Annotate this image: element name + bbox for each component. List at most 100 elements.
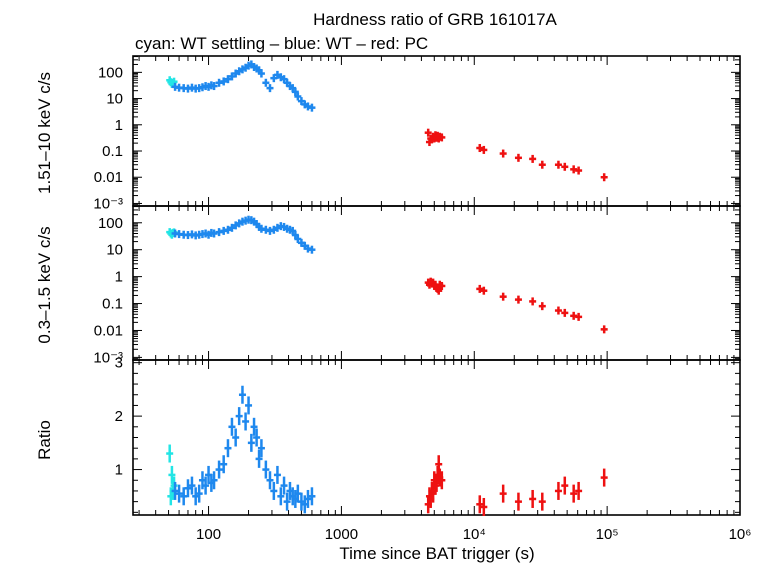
data-point-pc [561,476,569,495]
data-point-wt_settling [168,465,176,484]
data-point-pc [424,128,432,137]
y-tick-label: 100 [98,64,123,81]
data-point-pc [499,484,507,503]
y-tick-label: 0.1 [102,296,123,313]
x-axis-label: Time since BAT trigger (s) [339,544,534,563]
data-point-wt [220,77,228,86]
data-point-wt [270,225,278,234]
data-point-pc [514,295,522,304]
y-tick-label: 10⁻³ [93,349,123,366]
data-point-pc [570,484,578,503]
data-point-wt [280,476,288,495]
data-point-pc [529,297,537,306]
data-point-pc [538,492,546,511]
data-point-wt [308,245,316,254]
data-point-wt [247,433,255,452]
data-point-wt [224,75,232,84]
ylabel-soft-band: 0.3–1.5 keV c/s [35,226,54,343]
data-point-wt [215,460,223,479]
data-point-pc [438,471,446,490]
ylabel-ratio: Ratio [35,420,54,460]
y-tick-label: 1 [115,462,123,479]
data-point-wt [215,78,223,87]
data-point-wt [220,455,228,474]
data-point-pc [438,281,446,290]
data-point-pc [554,306,562,315]
data-point-wt [184,479,192,498]
data-point-wt [238,385,246,404]
x-tick-label: 10⁶ [729,526,752,543]
data-point-pc [499,149,507,158]
y-tick-label: 10⁻³ [93,195,123,212]
data-point-wt [210,82,218,91]
x-tick-label: 10⁵ [596,526,619,543]
data-point-pc [600,468,608,487]
data-point-pc [538,302,546,311]
data-point-wt [232,428,240,447]
data-point-wt [188,476,196,495]
data-point-wt [294,92,302,101]
data-point-wt [210,471,218,490]
y-tick-label: 2 [115,408,123,425]
data-point-pc [438,133,446,142]
data-point-wt [235,407,243,426]
y-tick-label: 3 [115,355,123,372]
ylabel-hard-band: 1.51–10 keV c/s [35,72,54,194]
chart-subtitle: cyan: WT settling – blue: WT – red: PC [135,34,428,53]
data-point-pc [480,286,488,295]
data-point-pc [514,153,522,162]
data-point-wt [255,449,263,468]
y-tick-label: 0.1 [102,143,123,160]
data-point-wt [228,417,236,436]
data-point-wt [171,481,179,500]
y-tick-label: 10 [106,91,123,108]
data-point-wt [273,465,281,484]
data-point-wt_settling [166,444,174,463]
data-point-wt [266,84,274,93]
data-point-wt [242,412,250,431]
data-point-pc [600,325,608,334]
data-point-wt [308,103,316,112]
chart-title: Hardness ratio of GRB 161017A [313,10,557,29]
x-tick-label: 10⁴ [463,526,486,543]
y-tick-label: 1 [115,117,123,134]
data-point-pc [554,160,562,169]
panel-hard-band: 100 10 1 0.1 0.01 10⁻³ [93,55,741,212]
data-point-pc [514,492,522,511]
data-point-pc [575,312,583,321]
y-tick-label: 0.01 [94,169,123,186]
data-point-wt [224,439,232,458]
data-point-wt [180,487,188,506]
data-point-wt [266,471,274,490]
y-tick-label: 10 [106,242,123,259]
data-point-wt [250,417,258,436]
x-tick-label: 100 [196,526,221,543]
data-point-wt [277,487,285,506]
data-point-pc [575,166,583,175]
x-tick-label: 1000 [325,526,358,543]
data-point-pc [529,489,537,508]
data-point-pc [476,144,484,153]
data-point-pc [561,162,569,171]
data-point-wt [253,428,261,447]
data-point-wt [224,225,232,234]
data-point-wt [195,484,203,503]
data-point-pc [499,292,507,301]
data-point-wt [262,460,270,479]
data-point-wt [245,396,253,415]
data-point-wt [283,492,291,511]
data-point-wt [270,74,278,83]
data-point-pc [561,308,569,317]
data-point-pc [538,160,546,169]
data-point-wt [262,78,270,87]
data-point-wt [175,484,183,503]
data-point-wt [228,223,236,232]
data-point-wt [270,481,278,500]
panel-soft-band: 100 10 1 0.1 0.01 10⁻³ [93,205,741,366]
data-point-pc [575,481,583,500]
data-point-wt [210,229,218,238]
data-point-pc [476,284,484,293]
y-tick-label: 1 [115,269,123,286]
data-point-pc [476,495,484,514]
